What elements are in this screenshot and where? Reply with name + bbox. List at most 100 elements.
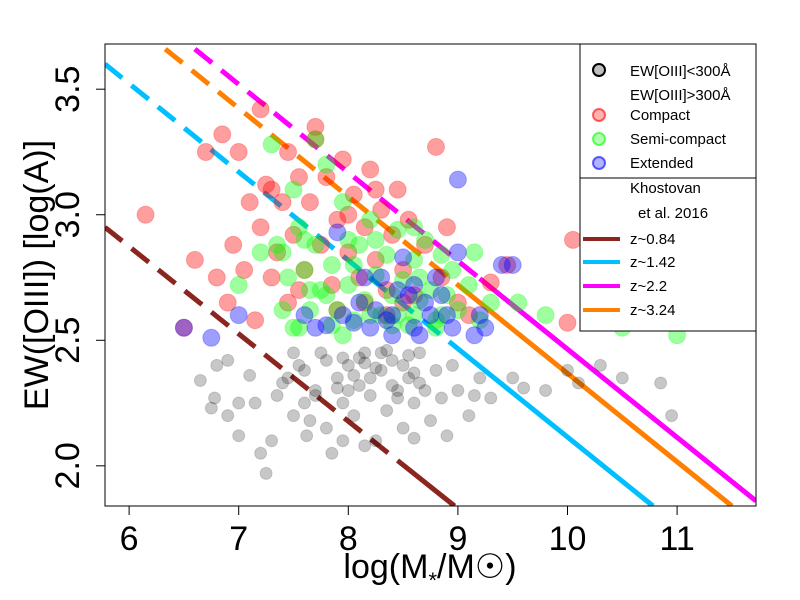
point-semi: [410, 268, 429, 287]
point-low: [560, 363, 574, 377]
point-compact: [213, 125, 232, 144]
point-semi: [394, 271, 413, 290]
point-semi: [383, 286, 402, 305]
point-low: [407, 396, 421, 410]
point-extended: [366, 301, 385, 320]
point-semi: [273, 301, 292, 320]
point-semi: [262, 135, 281, 154]
point-low: [221, 409, 235, 423]
point-compact: [284, 225, 303, 244]
point-semi: [405, 218, 424, 237]
point-semi: [317, 155, 336, 174]
point-semi: [268, 235, 287, 254]
legend-label-extended: Extended: [630, 155, 693, 172]
point-compact: [394, 260, 413, 279]
point-low: [287, 409, 301, 423]
point-low: [204, 401, 218, 415]
point-compact: [432, 268, 451, 287]
point-compact: [344, 185, 363, 204]
point-semi: [443, 260, 462, 279]
point-extended: [383, 306, 402, 325]
point-semi: [405, 306, 424, 325]
point-extended: [174, 318, 193, 337]
point-semi: [459, 276, 478, 295]
point-compact: [437, 218, 456, 237]
line-z084-dashed: [105, 225, 400, 463]
point-compact: [333, 150, 352, 169]
point-low: [248, 396, 262, 410]
point-compact: [136, 205, 155, 224]
point-semi: [383, 316, 402, 335]
point-low: [506, 371, 520, 385]
point-extended: [394, 248, 413, 267]
point-semi: [333, 193, 352, 212]
point-low: [665, 409, 679, 423]
legend-marker-low: [592, 63, 606, 77]
point-extended: [476, 318, 495, 337]
point-semi: [426, 318, 445, 337]
point-low: [418, 384, 432, 397]
x-tick-label: 10: [549, 520, 587, 558]
point-low: [396, 421, 410, 435]
point-semi: [536, 306, 555, 325]
selection-lines: [105, 47, 756, 506]
point-low: [358, 356, 372, 370]
point-low: [654, 376, 668, 390]
point-semi: [361, 210, 380, 229]
line-z324-dashed: [163, 47, 471, 296]
point-low: [352, 351, 366, 365]
point-semi: [339, 230, 358, 249]
point-semi: [448, 301, 467, 320]
legend-label-high: EW[OIII]>300Å: [630, 87, 730, 104]
x-axis: 6 7 8 9 10 11: [120, 506, 695, 558]
point-low: [243, 368, 257, 382]
line-z324-solid: [467, 291, 734, 506]
point-semi: [306, 130, 325, 149]
point-semi: [350, 235, 369, 254]
point-compact: [322, 276, 341, 295]
point-low: [319, 353, 333, 367]
point-semi: [465, 243, 484, 262]
y-tick-label: 3.5: [49, 66, 87, 113]
point-low: [341, 384, 355, 397]
point-low: [615, 371, 629, 385]
legend-marker-extended: [592, 156, 606, 170]
point-extended: [399, 286, 418, 305]
point-extended: [344, 313, 363, 332]
point-low: [259, 466, 273, 480]
point-semi: [361, 306, 380, 325]
point-low: [330, 381, 344, 395]
point-compact: [377, 306, 396, 325]
point-compact: [185, 250, 204, 269]
point-compact: [300, 193, 319, 212]
point-compact: [377, 281, 396, 300]
point-extended: [350, 293, 369, 312]
point-compact: [498, 255, 517, 274]
point-compact: [207, 268, 226, 287]
point-low: [374, 346, 388, 360]
point-low: [292, 358, 306, 372]
point-semi: [300, 281, 319, 300]
point-compact: [229, 142, 248, 161]
point-compact: [317, 168, 336, 187]
point-semi: [311, 281, 330, 300]
point-extended: [388, 281, 407, 300]
point-semi: [300, 301, 319, 320]
point-semi: [405, 250, 424, 269]
point-extended: [405, 318, 424, 337]
point-low: [265, 434, 279, 448]
point-compact: [196, 142, 215, 161]
point-compact: [426, 137, 445, 156]
point-compact: [257, 175, 276, 194]
point-semi: [251, 243, 270, 262]
point-extended: [377, 311, 396, 330]
point-low: [336, 351, 350, 365]
point-low: [363, 371, 377, 385]
legend-label-z22: z~2.2: [630, 278, 667, 295]
point-low: [281, 371, 295, 385]
point-low: [314, 346, 328, 360]
point-low: [374, 363, 388, 377]
point-extended: [383, 326, 402, 345]
point-semi: [410, 291, 429, 310]
